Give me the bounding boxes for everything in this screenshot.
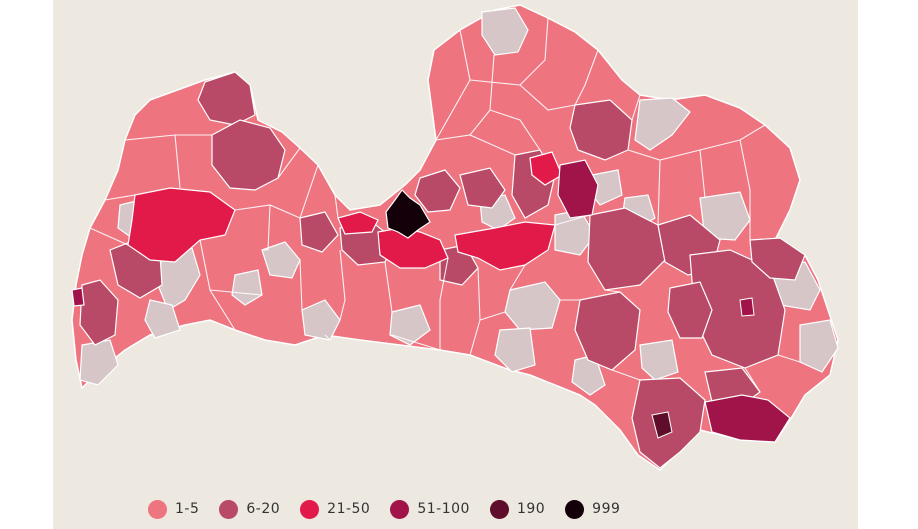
region-m-7: [459, 167, 506, 209]
legend-item-190: 190: [489, 499, 546, 519]
region-nodata-6: [261, 241, 301, 279]
legend-swatch-999: [565, 499, 585, 519]
region-riga-999: [385, 189, 431, 239]
legend-label: 6-20: [246, 501, 281, 517]
legend-item-51-100: 51-100: [390, 499, 470, 519]
region-m-4: [79, 279, 119, 346]
legend-swatch-51-100: [390, 499, 410, 519]
region-h-2: [454, 221, 556, 271]
region-m-14: [574, 291, 641, 371]
region-nodata-7: [301, 299, 341, 341]
legend-swatch-1-5: [148, 499, 167, 519]
region-m-13: [749, 237, 806, 281]
region-190: [651, 411, 673, 439]
region-nodata-2: [634, 97, 691, 151]
region-m-6: [414, 169, 461, 213]
legend-item-1-5: 1-5: [148, 499, 200, 519]
region-nodata-5: [144, 299, 181, 339]
region-h-4: [337, 211, 379, 235]
legend-label: 21-50: [327, 501, 371, 517]
legend-label: 190: [516, 501, 546, 517]
legend-item-6-20: 6-20: [219, 499, 281, 519]
region-nodata-16: [799, 319, 839, 373]
region-m-17: [667, 281, 713, 339]
region-nodata-17: [494, 327, 536, 373]
legend-swatch-21-50: [300, 499, 320, 519]
region-h-5: [529, 151, 563, 186]
map-legend: 1-5 6-20 21-50 51-100 190 999: [148, 497, 620, 521]
range-21-50-regions: [127, 151, 563, 271]
legend-swatch-190: [489, 499, 509, 519]
legend-item-999: 999: [565, 499, 621, 519]
legend-label: 999: [592, 501, 621, 517]
region-x-2: [704, 394, 791, 443]
region-x-4: [71, 287, 85, 307]
region-m-1: [197, 71, 256, 126]
region-190-b: [739, 297, 755, 317]
legend-swatch-6-20: [219, 499, 239, 519]
region-x-1: [557, 159, 599, 219]
region-nodata-1: [481, 7, 529, 56]
region-m-19: [299, 211, 339, 253]
legend-label: 51-100: [417, 501, 470, 517]
legend-item-21-50: 21-50: [300, 499, 371, 519]
municipal-borders: [89, 17, 801, 393]
region-nodata-8: [389, 304, 431, 346]
region-nodata-20: [79, 339, 119, 386]
region-nodata-10: [504, 281, 561, 331]
region-m-9: [569, 99, 633, 161]
region-nodata-18: [639, 339, 679, 381]
legend-label: 1-5: [175, 501, 200, 517]
region-m-10: [587, 207, 666, 291]
